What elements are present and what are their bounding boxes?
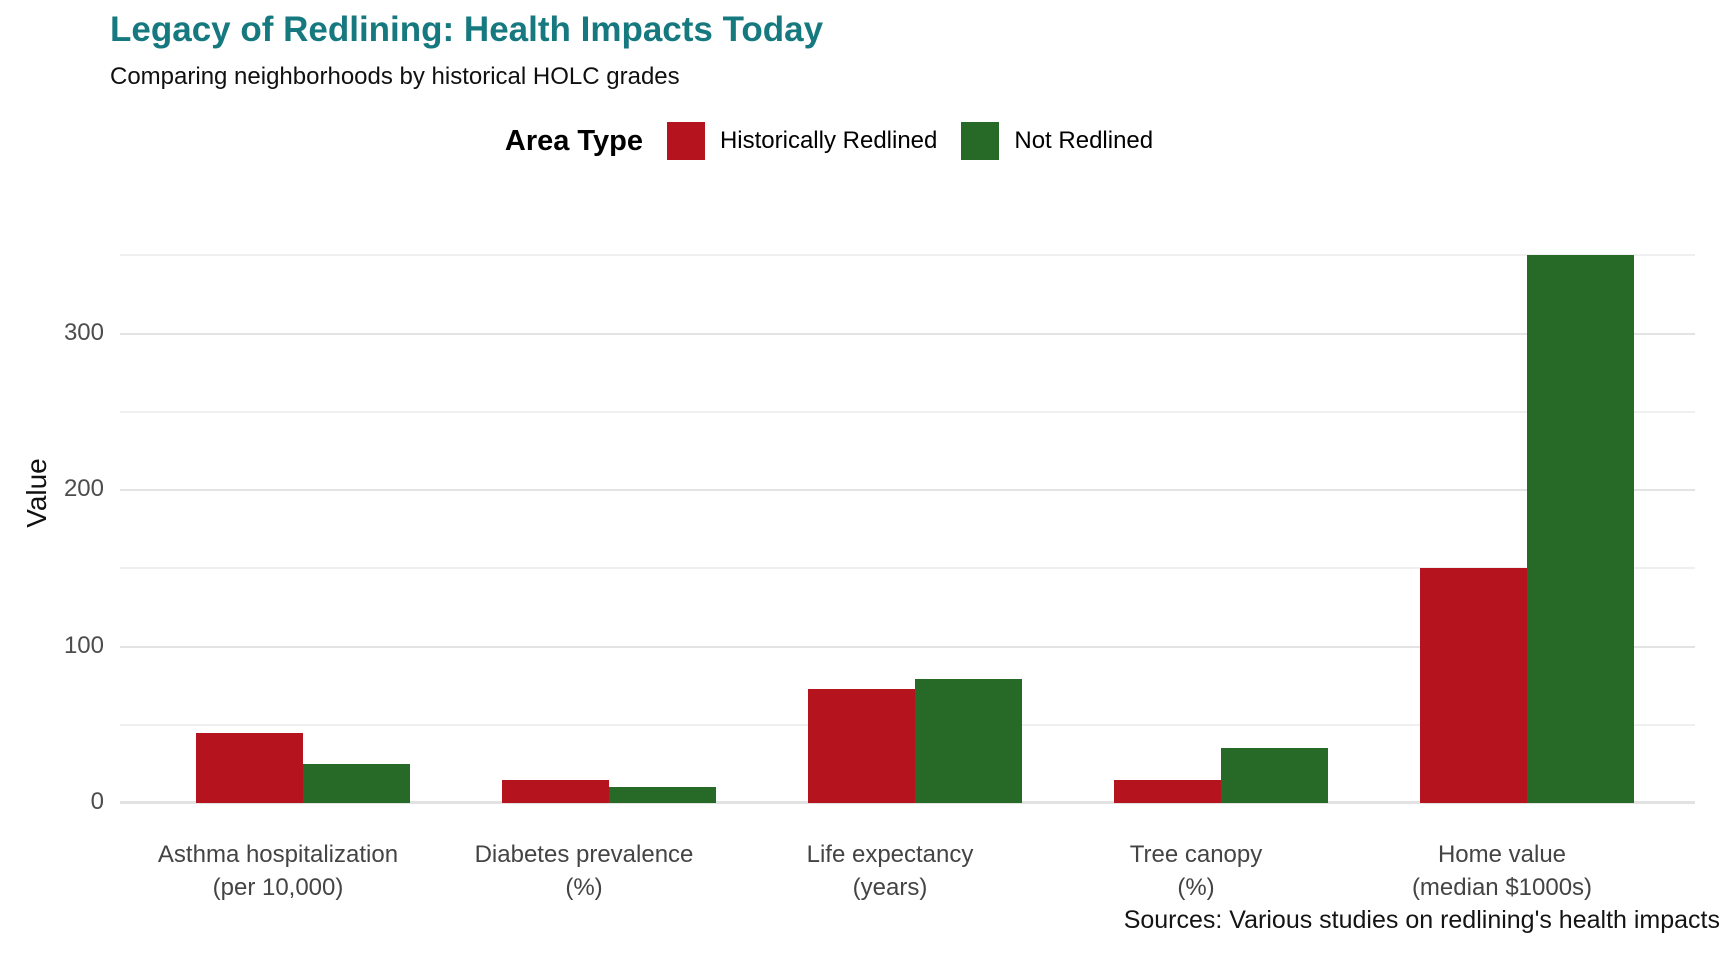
legend-label-historically-redlined: Historically Redlined — [719, 127, 938, 154]
x-tick-label-line2: (%) — [1177, 874, 1215, 901]
bar-not-redlined-2 — [609, 787, 716, 803]
x-tick-label-2: Diabetes prevalence (%) — [419, 838, 749, 904]
legend-item-not-redlined: Not Redlined — [961, 122, 1153, 160]
x-tick-label-line1: Diabetes prevalence — [474, 841, 694, 868]
bar-redlined-5 — [1420, 568, 1527, 803]
x-tick-label-1: Asthma hospitalization (per 10,000) — [113, 838, 443, 904]
gridline-major-100 — [120, 645, 1695, 648]
legend-label-not-redlined: Not Redlined — [1014, 127, 1154, 154]
y-tick-label-0: 0 — [90, 788, 104, 815]
bar-not-redlined-4 — [1221, 748, 1328, 803]
gridline-minor-350 — [120, 254, 1695, 257]
x-tick-label-line2: (years) — [852, 874, 928, 901]
x-tick-label-line2: (per 10,000) — [212, 874, 344, 901]
x-tick-label-line2: (%) — [565, 874, 603, 901]
gridline-minor-250 — [120, 410, 1695, 413]
bar-not-redlined-5 — [1527, 255, 1634, 803]
legend-title: Area Type — [504, 124, 643, 157]
bar-not-redlined-1 — [303, 764, 410, 803]
x-tick-label-5: Home value (median $1000s) — [1337, 838, 1667, 904]
y-tick-label-200: 200 — [63, 475, 104, 502]
chart-title: Legacy of Redlining: Health Impacts Toda… — [110, 10, 824, 49]
x-tick-label-3: Life expectancy (years) — [725, 838, 1055, 904]
gridline-major-300 — [120, 332, 1695, 335]
legend: Area Type Historically Redlined Not Redl… — [0, 122, 1693, 160]
bar-redlined-3 — [808, 689, 915, 803]
gridline-minor-150 — [120, 567, 1695, 570]
bar-redlined-1 — [196, 733, 303, 803]
x-tick-label-line1: Life expectancy — [806, 841, 974, 868]
source-caption: Sources: Various studies on redlining's … — [1123, 906, 1720, 934]
chart-subtitle: Comparing neighborhoods by historical HO… — [110, 63, 680, 90]
x-tick-label-4: Tree canopy (%) — [1031, 838, 1361, 904]
y-tick-label-100: 100 — [63, 631, 104, 659]
legend-swatch-not-redlined — [961, 122, 1000, 160]
x-tick-label-line1: Tree canopy — [1129, 841, 1263, 868]
y-tick-label-300: 300 — [63, 318, 104, 346]
gridline-major-200 — [120, 489, 1695, 492]
x-tick-label-line2: (median $1000s) — [1411, 874, 1593, 901]
plot-area — [120, 213, 1695, 804]
legend-swatch-historically-redlined — [666, 122, 705, 160]
x-tick-label-line1: Home value — [1437, 841, 1567, 868]
bar-redlined-2 — [502, 780, 609, 803]
x-tick-label-line1: Asthma hospitalization — [157, 841, 399, 868]
legend-item-historically-redlined: Historically Redlined — [666, 122, 938, 160]
bar-redlined-4 — [1114, 780, 1221, 803]
bar-not-redlined-3 — [915, 679, 1022, 803]
